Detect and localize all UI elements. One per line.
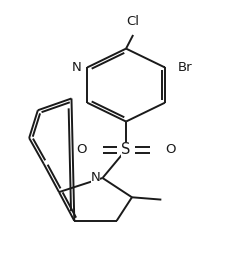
Text: O: O [165,143,176,156]
Text: Cl: Cl [127,15,140,28]
Text: O: O [76,143,87,156]
Text: S: S [121,142,131,157]
Text: N: N [72,61,81,74]
Text: Br: Br [178,61,193,74]
Text: N: N [91,171,100,184]
